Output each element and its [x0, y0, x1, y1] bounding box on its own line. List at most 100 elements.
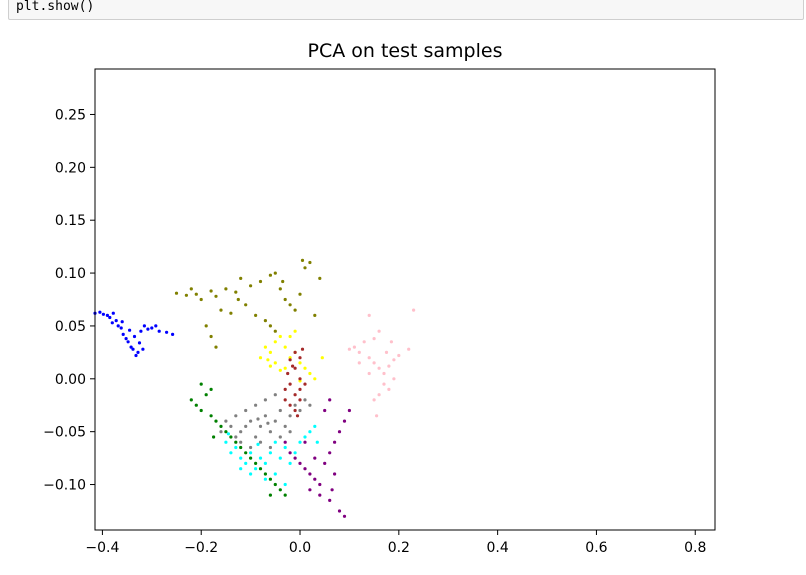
point-olive-5	[224, 287, 228, 291]
point-brown-16	[295, 414, 300, 418]
code-cell[interactable]: plt.show()	[8, 0, 804, 20]
point-green-11	[244, 451, 248, 455]
point-gray-14	[293, 403, 297, 407]
point-green-21	[209, 387, 213, 391]
point-green-7	[224, 430, 228, 434]
point-purple-7	[318, 482, 322, 487]
point-purple-12	[342, 419, 347, 423]
point-olive-29	[214, 345, 218, 349]
point-blue-26	[128, 328, 132, 332]
point-yellow-11	[313, 377, 317, 381]
point-blue-22	[165, 330, 169, 334]
point-purple-18	[337, 509, 342, 513]
point-cyan-5	[249, 451, 253, 455]
point-cyan-8	[263, 461, 267, 465]
point-pink-9	[392, 358, 396, 362]
point-green-10	[239, 445, 243, 450]
point-cyan-14	[293, 451, 297, 455]
point-gray-18	[239, 440, 243, 444]
point-purple-23	[330, 488, 334, 492]
point-gray-25	[263, 398, 267, 402]
point-cyan-0	[224, 440, 228, 444]
point-yellow-16	[288, 334, 292, 339]
y-tick-label-4: 0.10	[55, 266, 86, 282]
point-purple-4	[303, 467, 307, 471]
point-olive-4	[214, 294, 218, 298]
point-gray-20	[258, 440, 263, 444]
point-cyan-4	[244, 461, 248, 465]
point-purple-19	[342, 514, 347, 518]
point-pink-3	[362, 340, 366, 344]
point-green-17	[273, 482, 277, 487]
point-pink-24	[384, 350, 389, 354]
point-blue-1	[98, 310, 102, 314]
point-cyan-16	[303, 435, 307, 439]
point-pink-23	[375, 414, 379, 418]
point-olive-10	[268, 273, 272, 277]
point-gray-28	[234, 435, 238, 439]
x-tick-label-1: −0.2	[184, 540, 218, 556]
point-pink-25	[389, 340, 393, 344]
point-purple-24	[308, 488, 312, 492]
point-gray-31	[266, 421, 270, 425]
point-yellow-1	[263, 345, 267, 349]
point-olive-2	[199, 297, 203, 302]
point-purple-16	[318, 493, 322, 497]
point-blue-24	[110, 321, 114, 325]
point-pink-13	[367, 313, 371, 317]
point-pink-2	[357, 350, 361, 354]
point-pink-19	[407, 347, 411, 351]
point-brown-15	[300, 347, 305, 351]
point-purple-3	[298, 461, 302, 465]
point-purple-14	[328, 398, 332, 402]
point-brown-2	[288, 358, 292, 362]
point-yellow-8	[298, 361, 302, 365]
y-tick-label-2: 0.00	[55, 372, 86, 388]
point-cyan-24	[226, 432, 230, 436]
x-tick-label-3: 0.2	[388, 540, 410, 556]
y-tick-label-6: 0.20	[55, 160, 86, 176]
point-brown-11	[293, 408, 297, 413]
point-purple-5	[308, 472, 312, 476]
point-yellow-3	[273, 340, 277, 344]
point-brown-12	[298, 387, 302, 391]
point-blue-20	[154, 324, 158, 328]
point-olive-12	[278, 287, 282, 291]
point-cyan-3	[239, 456, 243, 460]
y-tick-label-1: −0.05	[43, 425, 86, 441]
point-purple-2	[293, 456, 297, 460]
point-blue-2	[101, 312, 105, 316]
points-layer	[93, 258, 416, 518]
point-olive-9	[258, 279, 263, 284]
point-gray-4	[244, 408, 248, 413]
point-yellow-12	[273, 361, 277, 365]
point-pink-8	[387, 364, 391, 368]
point-brown-6	[283, 387, 287, 391]
point-pink-1	[352, 345, 356, 349]
point-cyan-25	[315, 440, 319, 444]
point-yellow-18	[320, 356, 324, 360]
x-tick-label-5: 0.6	[585, 540, 607, 556]
chart-title: PCA on test samples	[308, 40, 503, 62]
point-olive-6	[234, 290, 238, 294]
point-gray-13	[288, 414, 292, 418]
point-green-13	[254, 461, 258, 465]
point-pink-12	[377, 329, 381, 333]
point-olive-14	[288, 303, 292, 307]
point-gray-10	[273, 419, 277, 423]
point-brown-17	[303, 382, 307, 386]
point-brown-3	[293, 366, 297, 370]
point-cyan-10	[273, 440, 277, 444]
y-tick-label-3: 0.05	[55, 319, 86, 335]
point-yellow-20	[266, 358, 270, 362]
point-cyan-9	[268, 451, 272, 455]
point-olive-13	[283, 297, 287, 302]
point-brown-13	[291, 364, 295, 368]
point-olive-1	[194, 292, 198, 296]
point-blue-10	[124, 337, 128, 341]
point-pink-6	[377, 366, 381, 370]
point-yellow-17	[293, 329, 297, 333]
point-olive-22	[229, 311, 233, 315]
point-blue-27	[132, 334, 137, 339]
point-pink-10	[397, 353, 401, 358]
